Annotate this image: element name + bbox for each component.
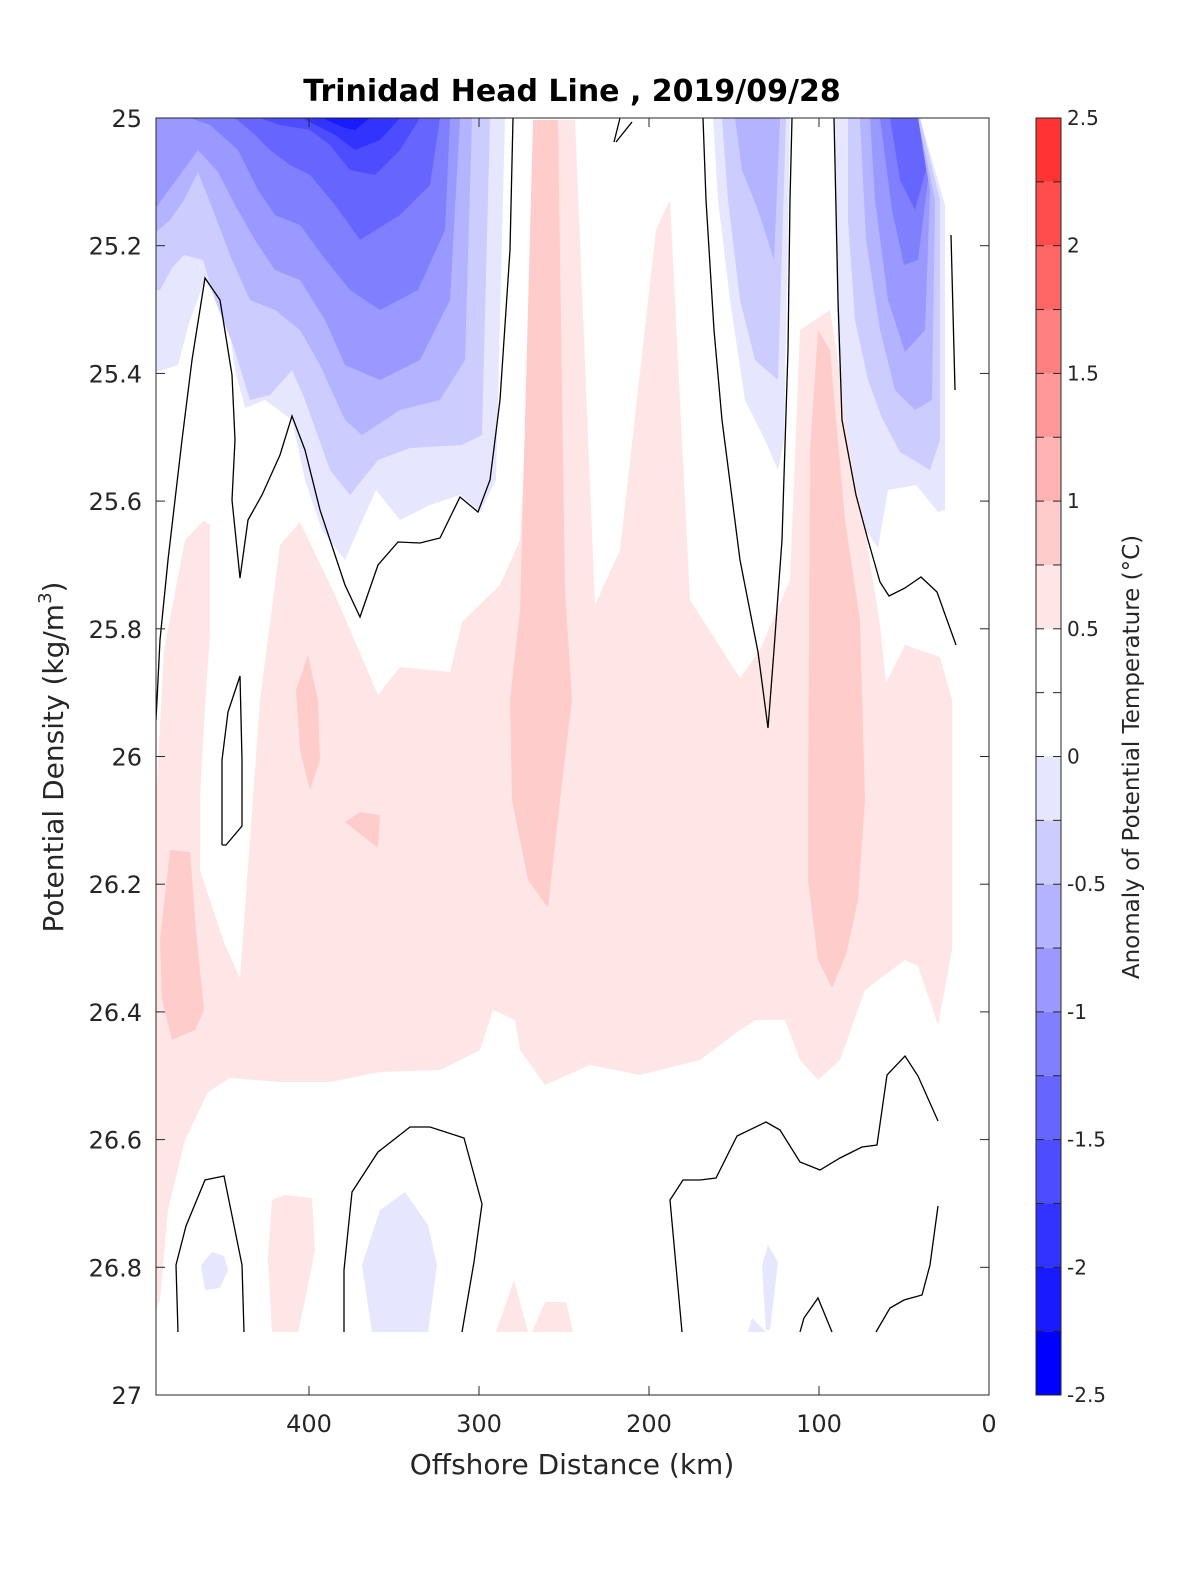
contour-line-6: [833, 118, 957, 646]
colorbar-ticks: 2.5 2 1.5 1 0.5 0 -0.5 -1 -1.5 -2 -2.5: [1036, 106, 1106, 1407]
x-tick-label: 400: [286, 1410, 332, 1438]
warm-core-460km: [160, 850, 204, 1040]
contour-line-5: [702, 118, 793, 729]
plot-area: 25 25.2 25.4 25.6 25.8 26 26.2 26.4 26.6 26.8 27 4…: [89, 105, 997, 1438]
warm-core-thin-1: [542, 420, 553, 620]
colorbar-swatch: [1036, 118, 1061, 182]
colorbar-swatch: [1036, 948, 1061, 1012]
cold-patch-deep-1: [362, 1192, 437, 1332]
colorbar-tick-label: -1: [1067, 1000, 1087, 1024]
contour-line-7: [950, 234, 956, 391]
colorbar-tick-label: 0.5: [1067, 617, 1099, 641]
contour-line-10: [669, 1054, 939, 1333]
colorbar-swatch: [1036, 884, 1061, 949]
contour-line-2: [221, 675, 243, 846]
colorbar-tick-label: -2.5: [1067, 1383, 1106, 1407]
colorbar-label: Anomaly of Potential Temperature (°C): [1119, 535, 1145, 979]
x-tick-label: 200: [626, 1410, 672, 1438]
y-tick-label: 25: [111, 105, 142, 133]
contour-line-11: [875, 1205, 939, 1333]
colorbar-swatch: [1036, 1011, 1061, 1076]
colorbar-swatch: [1036, 692, 1061, 757]
colorbar-swatch: [1036, 373, 1061, 438]
colorbar-tick-label: 1.5: [1067, 361, 1099, 385]
cold-lobe-nearshore-6: [890, 118, 926, 210]
contour-fill-layer: [156, 118, 957, 1333]
cold-patch-deep-2: [201, 1252, 228, 1290]
colorbar-tick-label: 1: [1067, 489, 1080, 513]
warm-blob-deep-2: [496, 1280, 528, 1332]
y-axis-label: Potential Density (kg/m3): [35, 582, 70, 933]
warm-core-410km: [296, 655, 320, 790]
contour-line-1: [156, 118, 514, 721]
y-axis-label-superscript: 3: [35, 592, 56, 603]
x-tick-label: 100: [796, 1410, 842, 1438]
colorbar-swatch: [1036, 756, 1061, 821]
x-axis-label: Offshore Distance (km): [410, 1448, 735, 1481]
x-tick-label: 300: [456, 1410, 502, 1438]
y-tick-label: 25.6: [89, 488, 142, 516]
y-tick-label: 26.8: [89, 1254, 142, 1282]
y-tick-label: 26.2: [89, 871, 142, 899]
cold-fills: [156, 118, 945, 1332]
contour-line-9: [343, 1126, 483, 1333]
colorbar-swatch: [1036, 820, 1061, 885]
chart-title: Trinidad Head Line , 2019/09/28: [303, 74, 840, 109]
contour-line-12: [799, 1296, 833, 1333]
colorbar-swatch: [1036, 1331, 1061, 1395]
zero-contour-lines: [156, 118, 957, 1333]
cold-tongue-130km-3: [735, 118, 780, 260]
colorbar-swatch: [1036, 564, 1061, 629]
colorbar-swatch: [1036, 181, 1061, 246]
warm-core-100km: [808, 330, 865, 988]
cold-lobe-offshore-9: [322, 118, 370, 130]
y-tick-label: 25.2: [89, 233, 142, 261]
cold-patch-deep-3: [762, 1245, 778, 1330]
warm-blob-deep-1: [268, 1195, 315, 1332]
x-tick-label: 0: [981, 1410, 996, 1438]
colorbar-swatch: [1036, 628, 1061, 693]
colorbar-tick-label: 2: [1067, 234, 1080, 258]
colorbar-swatches: [1036, 118, 1061, 1395]
y-tick-label: 26: [111, 744, 142, 772]
colorbar-tick-label: 0: [1067, 745, 1080, 769]
colorbar-tick-label: 2.5: [1067, 106, 1099, 130]
colorbar-swatch: [1036, 245, 1061, 310]
colorbar-swatch: [1036, 1267, 1061, 1332]
x-axis: 400 300 200 100 0: [286, 118, 997, 1438]
y-tick-label: 25.8: [89, 616, 142, 644]
cold-patch-deep-4: [748, 1318, 766, 1332]
contour-line-8: [175, 1175, 245, 1333]
colorbar-tick-label: -1.5: [1067, 1128, 1106, 1152]
contour-line-4: [615, 121, 633, 143]
y-axis-label-close: ): [37, 582, 70, 593]
y-tick-label: 27: [111, 1382, 142, 1410]
warm-blob-deep-3: [532, 1302, 573, 1332]
colorbar-swatch: [1036, 309, 1061, 374]
colorbar: 2.5 2 1.5 1 0.5 0 -0.5 -1 -1.5 -2 -2.5 Anomaly of …: [1035, 106, 1145, 1407]
y-tick-label: 26.6: [89, 1127, 142, 1155]
colorbar-swatch: [1036, 1203, 1061, 1268]
y-axis: 25 25.2 25.4 25.6 25.8 26 26.2 26.4 26.6 26.8 27: [89, 105, 989, 1410]
cold-lobe-offshore-8: [302, 118, 400, 150]
colorbar-swatch: [1036, 1075, 1061, 1140]
colorbar-tick-label: -0.5: [1067, 872, 1106, 896]
contour-line-3: [613, 118, 621, 143]
y-tick-label: 26.4: [89, 999, 142, 1027]
warm-fills: [156, 120, 952, 1332]
colorbar-swatch: [1036, 437, 1061, 502]
y-axis-label-main: Potential Density (kg/m: [37, 604, 70, 933]
colorbar-swatch: [1036, 1139, 1061, 1204]
colorbar-swatch: [1036, 501, 1061, 565]
y-tick-label: 25.4: [89, 360, 142, 388]
colorbar-tick-label: -2: [1067, 1255, 1087, 1279]
warm-core-370km: [345, 812, 380, 848]
warm-core-260km: [510, 120, 572, 908]
